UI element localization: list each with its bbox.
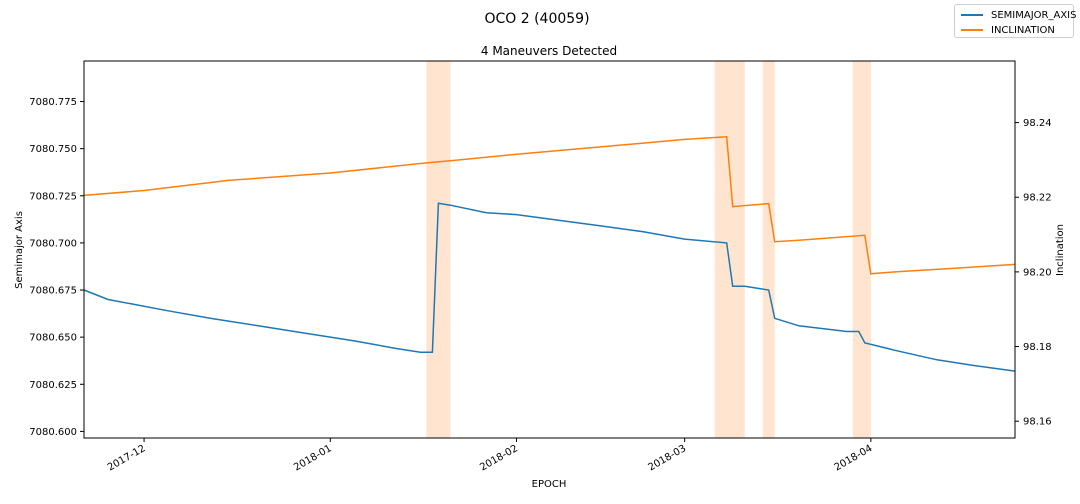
legend-swatch-semimajor-axis bbox=[961, 14, 983, 16]
x-axis-label: EPOCH bbox=[532, 479, 567, 490]
maneuver-bands bbox=[426, 61, 871, 438]
y-axis-left-label: Semimajor Axis bbox=[14, 211, 25, 289]
y-axis-left: 7080.600 7080.625 7080.650 7080.675 7080.700… bbox=[29, 97, 84, 438]
chart-title: OCO 2 (40059) bbox=[484, 11, 589, 27]
y-left-tick-label-7080.775: 7080.775 bbox=[29, 97, 77, 108]
series-line-inclination bbox=[83, 136, 1016, 275]
legend-label-inclination: INCLINATION bbox=[991, 24, 1055, 36]
maneuver-band-1 bbox=[426, 61, 451, 438]
y-axis-right: 98.16 98.18 98.20 98.22 98.24 bbox=[1015, 118, 1052, 428]
maneuver-band-4 bbox=[852, 61, 871, 438]
series-lines bbox=[83, 136, 1016, 372]
y-left-tick-label-7080.750: 7080.750 bbox=[29, 144, 77, 155]
y-left-tick-label-7080.700: 7080.700 bbox=[29, 238, 77, 249]
y-right-tick-label-98.20: 98.20 bbox=[1023, 267, 1052, 278]
maneuver-band-2 bbox=[714, 61, 745, 438]
legend-label-semimajor-axis: SEMIMAJOR_AXIS bbox=[991, 9, 1077, 21]
legend-item-semimajor-axis: SEMIMAJOR_AXIS bbox=[961, 8, 1076, 22]
legend-item-inclination: INCLINATION bbox=[961, 23, 1055, 37]
y-left-tick-label-7080.675: 7080.675 bbox=[29, 286, 77, 297]
x-tick-label-2017-12: 2017-12 bbox=[106, 443, 148, 473]
x-tick-label-2018-03: 2018-03 bbox=[646, 443, 688, 473]
y-axis-right-label: Inclination bbox=[1055, 224, 1066, 276]
legend-swatch-inclination bbox=[961, 29, 983, 31]
x-tick-label-2018-04: 2018-04 bbox=[833, 443, 875, 473]
y-right-tick-label-98.16: 98.16 bbox=[1023, 417, 1052, 428]
y-left-tick-label-7080.600: 7080.600 bbox=[29, 427, 77, 438]
legend: SEMIMAJOR_AXIS INCLINATION bbox=[954, 4, 1076, 38]
x-tick-label-2018-02: 2018-02 bbox=[478, 443, 520, 473]
x-axis: 2017-12 2018-01 2018-02 2018-03 2018-04 bbox=[106, 438, 874, 473]
y-left-tick-label-7080.625: 7080.625 bbox=[29, 380, 77, 391]
x-tick-label-2018-01: 2018-01 bbox=[292, 443, 334, 473]
maneuver-band-3 bbox=[762, 61, 775, 438]
y-left-tick-label-7080.725: 7080.725 bbox=[29, 191, 77, 202]
y-right-tick-label-98.18: 98.18 bbox=[1023, 342, 1052, 353]
y-left-tick-label-7080.650: 7080.650 bbox=[29, 333, 77, 344]
series-line-semimajor-axis bbox=[83, 202, 1016, 372]
y-right-tick-label-98.22: 98.22 bbox=[1023, 193, 1052, 204]
chart-subtitle: 4 Maneuvers Detected bbox=[481, 44, 617, 58]
plot-area-frame bbox=[83, 60, 1016, 439]
y-right-tick-label-98.24: 98.24 bbox=[1023, 118, 1052, 129]
